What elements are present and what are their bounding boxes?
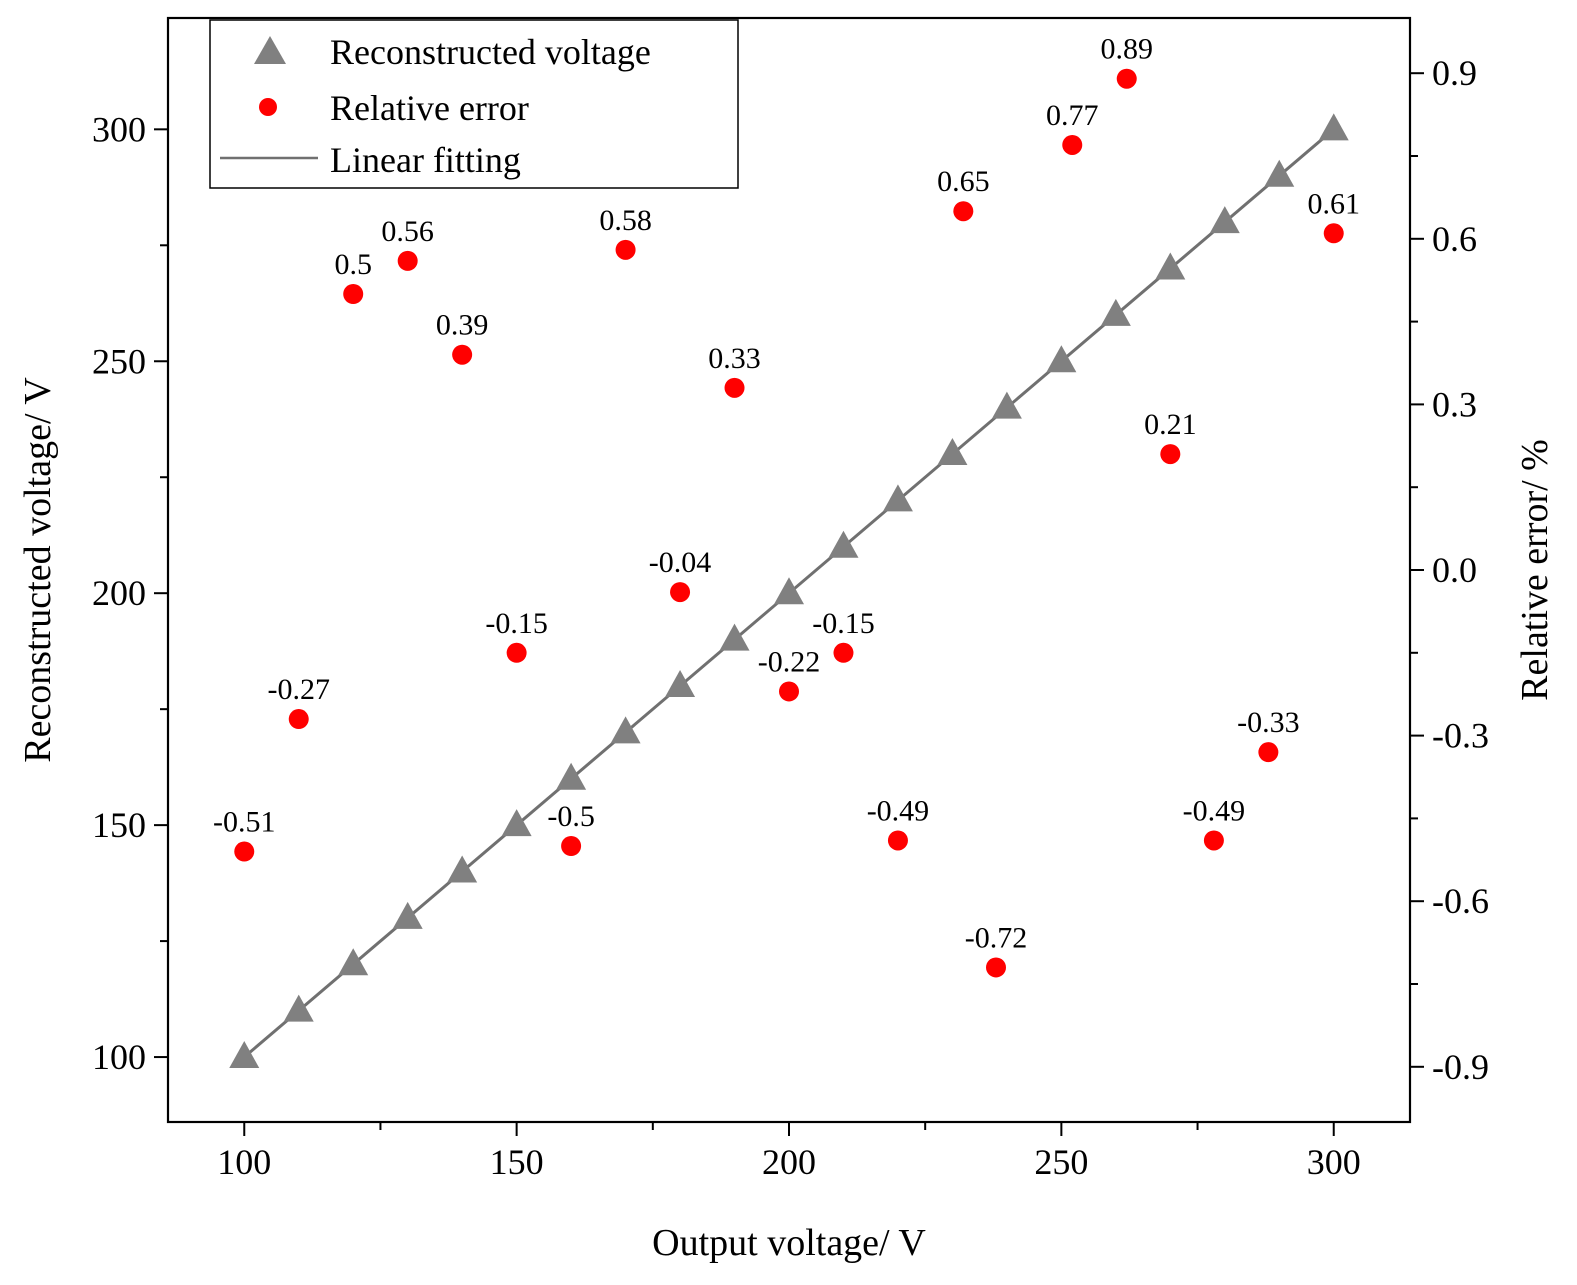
error-data-label: -0.04 <box>649 546 712 579</box>
error-point <box>452 344 473 365</box>
error-point <box>506 642 527 663</box>
error-point <box>343 284 364 304</box>
x-axis-ticks: 100 150 200 250 300 <box>217 1122 1361 1182</box>
y2-tick-label: -0.6 <box>1432 881 1489 921</box>
error-point <box>1323 223 1344 244</box>
triangle-point <box>556 762 587 790</box>
error-point <box>1203 830 1224 851</box>
error-data-label: -0.15 <box>812 607 875 640</box>
x-tick-label: 100 <box>217 1142 271 1182</box>
error-data-label: 0.21 <box>1144 408 1197 441</box>
error-data-label: 0.65 <box>937 165 990 198</box>
y2-tick-label: 0.0 <box>1432 550 1477 590</box>
error-data-label: -0.27 <box>267 673 330 706</box>
error-point <box>1258 742 1279 763</box>
triangle-point <box>882 484 913 512</box>
y-tick-label: 300 <box>92 109 146 149</box>
reconstructed-voltage-markers <box>229 113 1349 1069</box>
error-data-label: 0.77 <box>1046 99 1099 132</box>
triangle-point <box>1209 206 1240 234</box>
error-point <box>670 582 691 603</box>
triangle-point <box>991 391 1022 419</box>
error-data-label: -0.51 <box>213 806 276 839</box>
y2-axis-ticks: -0.9 -0.6 -0.3 0.0 0.3 0.6 0.9 <box>1410 53 1489 1087</box>
error-data-label: -0.72 <box>965 921 1028 954</box>
y2-tick-label: 0.6 <box>1432 219 1477 259</box>
legend: Reconstructed voltage Relative error Lin… <box>209 19 739 189</box>
y2-tick-label: -0.9 <box>1432 1047 1489 1087</box>
error-point <box>779 681 799 702</box>
y-tick-label: 200 <box>92 573 146 613</box>
error-data-label: -0.5 <box>547 800 595 833</box>
error-point <box>288 709 309 730</box>
triangle-point <box>501 809 532 837</box>
error-data-label: -0.33 <box>1237 706 1300 739</box>
error-point <box>1160 444 1181 465</box>
error-data-label: -0.49 <box>867 794 930 827</box>
error-data-label: 0.58 <box>599 204 652 237</box>
legend-entry-reconstructed: Reconstructed voltage <box>330 32 651 72</box>
triangle-point <box>447 855 478 883</box>
error-point <box>561 836 582 856</box>
error-data-label: 0.61 <box>1307 187 1360 220</box>
error-data-label: -0.49 <box>1183 794 1246 827</box>
legend-triangle-icon <box>254 36 286 64</box>
x-axis-title: Output voltage/ V <box>652 1222 926 1264</box>
triangle-point <box>937 438 968 466</box>
error-data-label: 0.56 <box>381 215 434 248</box>
y-tick-label: 250 <box>92 341 146 381</box>
error-point <box>833 642 854 663</box>
error-point <box>615 239 636 260</box>
y2-axis-title: Relative error/ % <box>1514 439 1556 701</box>
error-point <box>234 841 255 862</box>
error-point <box>887 830 908 851</box>
triangle-point <box>610 716 641 744</box>
error-point <box>986 957 1006 978</box>
triangle-point <box>1264 159 1295 187</box>
y-axis-ticks: 100 150 200 250 300 <box>92 109 168 1077</box>
error-data-label: -0.22 <box>758 645 821 678</box>
error-data-label: 0.5 <box>334 248 372 281</box>
triangle-point <box>828 530 859 558</box>
legend-entry-error: Relative error <box>330 88 529 128</box>
triangle-point <box>1100 298 1131 326</box>
triangle-point <box>774 577 804 605</box>
triangle-point <box>719 623 750 651</box>
error-data-label: 0.89 <box>1100 33 1153 66</box>
error-point <box>397 250 418 271</box>
triangle-point <box>1318 113 1349 141</box>
legend-entry-fit: Linear fitting <box>330 140 521 180</box>
triangle-point <box>1046 345 1077 373</box>
error-point <box>1062 134 1083 155</box>
error-point <box>1116 68 1137 89</box>
y-tick-label: 100 <box>92 1037 146 1077</box>
y-axis-title: Reconstructed voltage/ V <box>17 377 59 763</box>
y-tick-label: 150 <box>92 805 146 845</box>
y2-tick-label: 0.3 <box>1432 384 1477 424</box>
legend-box <box>209 19 739 189</box>
error-point <box>724 377 745 398</box>
x-tick-label: 300 <box>1307 1142 1361 1182</box>
triangle-point <box>665 669 696 697</box>
legend-circle-icon <box>259 98 277 116</box>
error-point <box>953 201 974 222</box>
error-data-label: 0.39 <box>436 309 489 342</box>
triangle-point <box>283 994 314 1022</box>
triangle-point <box>229 1041 260 1069</box>
triangle-point <box>1155 252 1186 280</box>
error-data-label: -0.15 <box>485 607 548 640</box>
error-data-label: 0.33 <box>708 342 761 375</box>
y2-tick-label: 0.9 <box>1432 53 1477 93</box>
x-tick-label: 150 <box>490 1142 544 1182</box>
y2-tick-label: -0.3 <box>1432 716 1489 756</box>
relative-error-markers: -0.51 -0.27 0.5 0.56 0.39 -0.15 -0.5 0.58 -0.04 0… <box>213 33 1360 978</box>
x-tick-label: 250 <box>1034 1142 1088 1182</box>
triangle-point <box>392 901 423 929</box>
x-tick-label: 200 <box>762 1142 816 1182</box>
triangle-point <box>338 948 369 976</box>
